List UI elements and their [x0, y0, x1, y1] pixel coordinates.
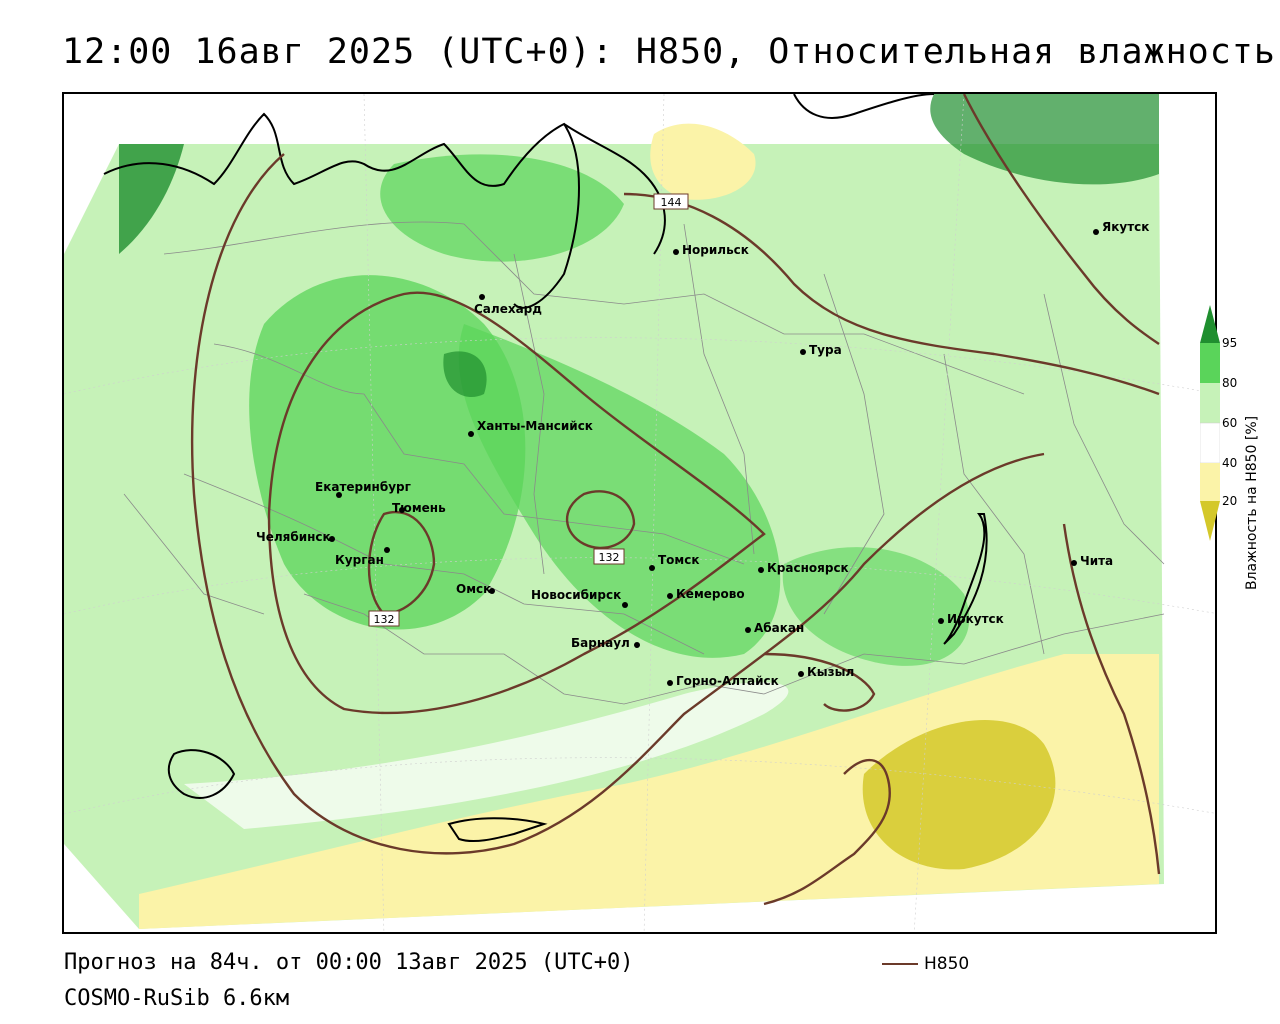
- city-marker: [673, 249, 679, 255]
- cities-layer: Якутск Норильск Салехард Тура Ханты-Мансийск…: [256, 220, 1149, 688]
- city-marker: [1093, 229, 1099, 235]
- map-title: 12:00 16авг 2025 (UTC+0): H850, Относите…: [62, 32, 1276, 72]
- city-label: Горно-Алтайск: [676, 674, 779, 688]
- contour-132-inner: [565, 490, 636, 550]
- contour-north-east: [962, 94, 1160, 345]
- city-marker: [336, 492, 342, 498]
- city-label: Челябинск: [256, 530, 331, 544]
- city-marker: [479, 294, 485, 300]
- humidity-colorbar: [1200, 305, 1220, 541]
- contour-legend-label: H850: [924, 954, 970, 974]
- city-label: Томск: [658, 553, 700, 567]
- colorbar-moist: [1200, 383, 1220, 423]
- contour-label-132-b: 132: [368, 610, 400, 627]
- city-label: Чита: [1080, 554, 1113, 568]
- city-label: Тюмень: [392, 501, 446, 515]
- city-marker: [758, 567, 764, 573]
- city-label: Красноярск: [767, 561, 849, 575]
- very-dry-area: [862, 720, 1056, 870]
- wet-area-central: [458, 324, 781, 658]
- contour-outer: [191, 153, 1045, 855]
- coastlines: [103, 94, 988, 843]
- map-frame: 144 132 132 Якутск Норильск Салехард Тура Ха…: [62, 92, 1217, 934]
- contour-legend: H850: [882, 954, 969, 974]
- contour-legend-swatch: [882, 963, 918, 965]
- city-label: Омск: [456, 582, 491, 596]
- h850-contours: [191, 94, 1161, 906]
- city-marker: [938, 618, 944, 624]
- contour-label-132-a: 132: [593, 548, 625, 565]
- city-marker: [1071, 560, 1077, 566]
- city-marker: [622, 602, 628, 608]
- colorbar-tick-60: 60: [1222, 416, 1238, 430]
- colorbar-wet: [1200, 343, 1220, 383]
- colorbar-dry: [1200, 463, 1220, 501]
- svg-text:132: 132: [599, 551, 620, 564]
- colorbar-very-dry: [1200, 501, 1220, 541]
- city-marker: [667, 680, 673, 686]
- city-marker: [399, 507, 405, 513]
- contour-south-loop: [763, 758, 891, 906]
- wet-area-east: [782, 547, 970, 666]
- colorbar-title: Влажность на H850 [%]: [1244, 415, 1260, 590]
- city-label: Кемерово: [676, 587, 745, 601]
- region-borders: [123, 221, 1165, 705]
- very-wet-area-northeast: [930, 94, 1159, 185]
- city-marker: [649, 565, 655, 571]
- city-marker: [798, 671, 804, 677]
- colorbar-very-wet: [1200, 305, 1220, 343]
- city-marker: [329, 536, 335, 542]
- svg-text:132: 132: [374, 613, 395, 626]
- city-marker: [468, 431, 474, 437]
- contour-label-144: 144: [653, 193, 689, 210]
- city-label: Абакан: [754, 621, 804, 635]
- very-wet-area-yamal: [443, 351, 487, 398]
- city-label: Ханты-Мансийск: [477, 419, 593, 433]
- city-label: Кызыл: [807, 665, 854, 679]
- city-label: Норильск: [682, 243, 749, 257]
- city-marker: [489, 588, 495, 594]
- wet-area-north: [380, 154, 624, 262]
- contour-132-small: [367, 510, 436, 616]
- contour-south-east: [763, 652, 876, 712]
- colorbar-tick-40: 40: [1222, 456, 1238, 470]
- city-label: Новосибирск: [531, 588, 621, 602]
- colorbar-tick-80: 80: [1222, 376, 1238, 390]
- city-label: Екатеринбург: [315, 480, 411, 494]
- city-label: Якутск: [1102, 220, 1149, 234]
- north-dry-patch: [650, 123, 756, 200]
- city-label: Тура: [809, 343, 842, 357]
- colorbar-neutral: [1200, 422, 1220, 464]
- city-label: Курган: [335, 553, 384, 567]
- city-marker: [667, 593, 673, 599]
- forecast-info: Прогноз на 84ч. от 00:00 13авг 2025 (UTC…: [64, 950, 634, 975]
- city-marker: [384, 547, 390, 553]
- dry-area: [139, 654, 1159, 929]
- map-canvas: 144 132 132 Якутск Норильск Салехард Тура Ха…: [64, 94, 1215, 932]
- colorbar-tick-95: 95: [1222, 336, 1238, 350]
- city-marker: [800, 349, 806, 355]
- very-wet-area-west: [119, 144, 184, 254]
- model-info: COSMO-RuSib 6.6км: [64, 986, 290, 1011]
- svg-text:144: 144: [661, 196, 682, 209]
- city-label: Салехард: [474, 302, 542, 316]
- contour-144: [623, 192, 1160, 396]
- city-marker: [745, 627, 751, 633]
- graticule: [64, 94, 1215, 932]
- contour-far-east: [1062, 523, 1161, 875]
- white-gap-area: [184, 682, 789, 829]
- colorbar-tick-20: 20: [1222, 494, 1238, 508]
- city-marker: [634, 642, 640, 648]
- city-label: Барнаул: [571, 636, 630, 650]
- city-label: Иркутск: [947, 612, 1004, 626]
- contour-132-main: [267, 291, 766, 715]
